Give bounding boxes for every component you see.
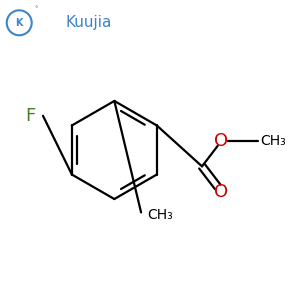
Text: F: F	[25, 107, 36, 125]
Text: CH₃: CH₃	[147, 208, 173, 222]
Text: Kuujia: Kuujia	[65, 15, 112, 30]
Text: O: O	[214, 132, 228, 150]
Text: CH₃: CH₃	[260, 134, 286, 148]
Text: O: O	[214, 183, 228, 201]
Text: °: °	[34, 6, 38, 12]
Text: K: K	[16, 18, 23, 28]
